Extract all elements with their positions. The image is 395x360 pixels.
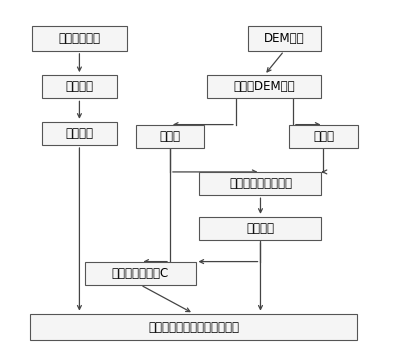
FancyBboxPatch shape (199, 172, 322, 195)
FancyBboxPatch shape (42, 75, 117, 98)
FancyBboxPatch shape (248, 26, 320, 51)
Text: 坡向图: 坡向图 (313, 130, 334, 143)
Text: 光学遥感数据: 光学遥感数据 (58, 32, 100, 45)
Text: 坡度图: 坡度图 (160, 130, 181, 143)
FancyBboxPatch shape (199, 217, 322, 240)
Text: 太阳天顶角和方位角: 太阳天顶角和方位角 (229, 177, 292, 190)
FancyBboxPatch shape (207, 75, 322, 98)
Text: 重采样DEM图像: 重采样DEM图像 (233, 80, 295, 93)
FancyBboxPatch shape (289, 125, 358, 148)
Text: 照度图像: 照度图像 (246, 222, 275, 235)
Text: 分坡度等级参数C: 分坡度等级参数C (112, 267, 169, 280)
Text: 大气校正: 大气校正 (66, 127, 93, 140)
Text: DEM数据: DEM数据 (264, 32, 305, 45)
FancyBboxPatch shape (85, 262, 196, 285)
FancyBboxPatch shape (32, 26, 127, 51)
FancyBboxPatch shape (30, 314, 357, 341)
Text: 对山区遥感影像进行地形较正: 对山区遥感影像进行地形较正 (148, 320, 239, 333)
FancyBboxPatch shape (135, 125, 204, 148)
FancyBboxPatch shape (42, 122, 117, 145)
Text: 几何校正: 几何校正 (66, 80, 93, 93)
